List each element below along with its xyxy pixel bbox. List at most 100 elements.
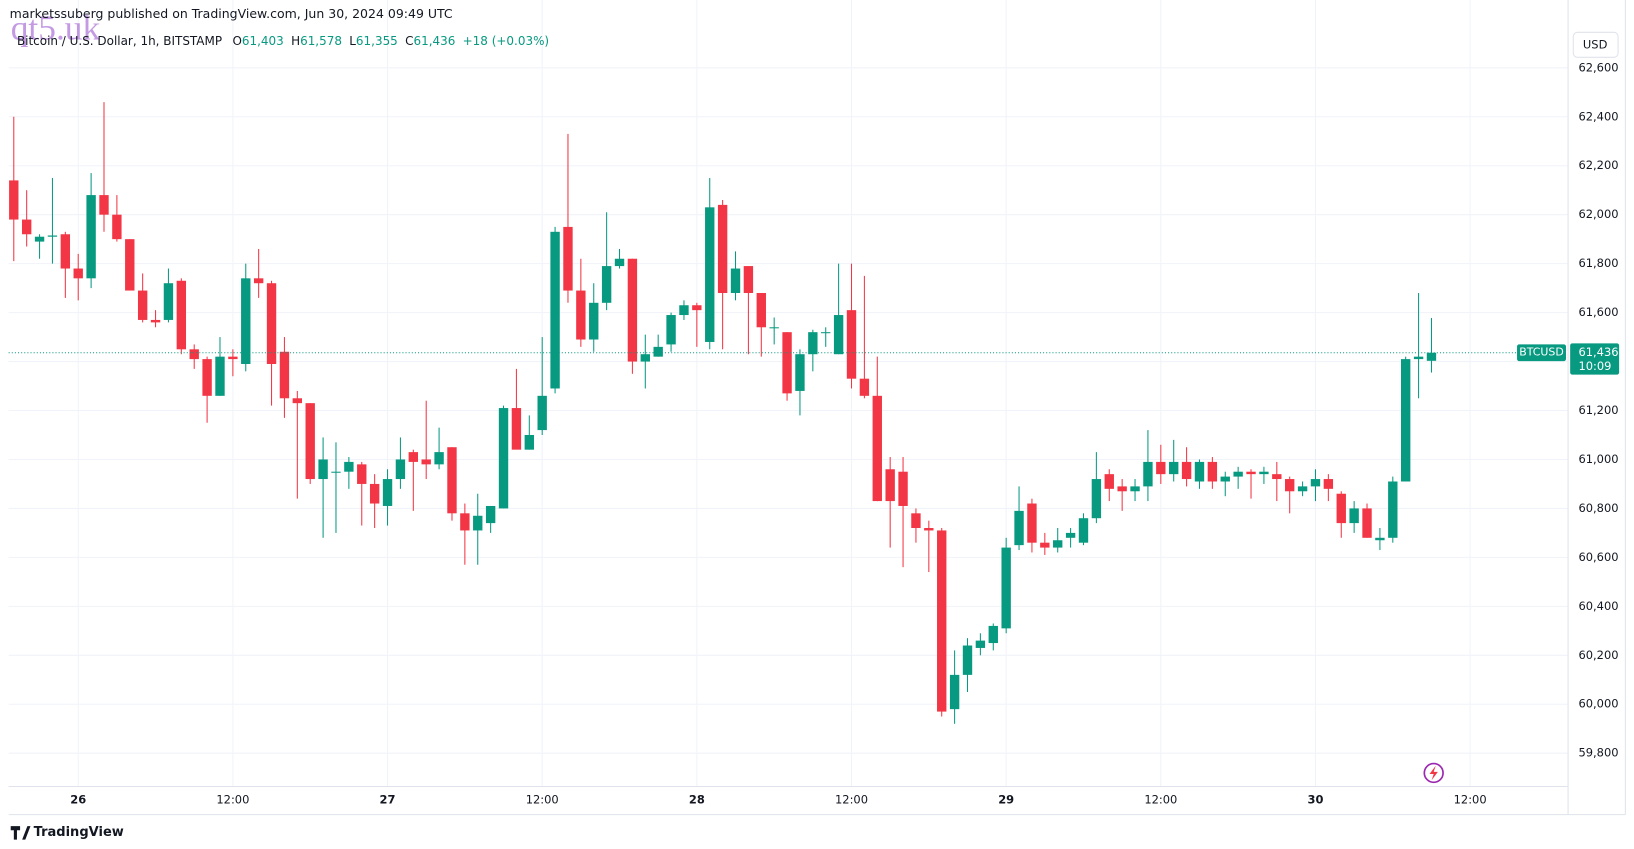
candle-body <box>537 395 547 431</box>
candle-body <box>498 408 509 509</box>
candle-body <box>9 180 19 220</box>
candle-body <box>318 459 328 480</box>
price-tag-label: 61,436 <box>1578 345 1618 359</box>
x-tick-label: 12:00 <box>1144 793 1177 807</box>
ohlc-key: C <box>405 34 413 48</box>
ohlc-value: 61,355 <box>356 34 398 48</box>
currency-label[interactable]: USD <box>1583 37 1608 51</box>
icon-ring <box>1423 762 1444 784</box>
candle-body <box>1065 532 1076 538</box>
y-tick-label: 59,800 <box>1578 746 1618 760</box>
x-tick-label: 29 <box>998 793 1014 807</box>
candle-body <box>1233 471 1243 477</box>
candle-body <box>485 505 496 524</box>
candle-body <box>1297 486 1308 492</box>
candle-body <box>1207 461 1218 482</box>
ohlc-key: H <box>291 34 300 48</box>
watermark: qt5.uk <box>11 7 101 47</box>
candle-body <box>1375 537 1385 541</box>
candle-body <box>473 515 483 531</box>
candle-body <box>1259 471 1269 475</box>
candle-body <box>524 434 534 450</box>
x-tick-label: 27 <box>380 793 396 807</box>
candle-body <box>1349 508 1359 524</box>
candle-body <box>241 278 251 364</box>
candle-body <box>421 459 431 465</box>
y-tick-label: 60,600 <box>1578 550 1618 564</box>
candle-body <box>756 293 766 328</box>
candle-body <box>1040 542 1050 548</box>
x-tick-label: 12:00 <box>1454 793 1487 807</box>
symbol-tag <box>1517 344 1566 362</box>
candle-body <box>266 283 277 364</box>
candle-body <box>99 195 109 215</box>
candles <box>9 102 1437 724</box>
grid <box>8 0 1569 787</box>
candle-body <box>705 207 715 342</box>
candle-body <box>47 235 58 237</box>
candle-body <box>1285 479 1295 492</box>
candle-body <box>1362 508 1372 538</box>
candle-body <box>1388 481 1398 538</box>
candle-body <box>1336 493 1346 524</box>
y-tick-label: 61,600 <box>1578 305 1618 319</box>
candle-body <box>1156 461 1166 475</box>
candle-body <box>550 231 560 389</box>
candle-body <box>1246 471 1256 475</box>
candle-body <box>357 464 367 484</box>
candle-body <box>988 625 998 644</box>
candle-body <box>833 315 844 355</box>
brand-name: TradingView <box>34 825 124 840</box>
candle-body <box>137 290 148 320</box>
y-tick-label: 60,400 <box>1578 599 1618 613</box>
x-tick-label: 12:00 <box>526 793 559 807</box>
symbol-tag-label: BTCUSD <box>1519 346 1564 359</box>
candle-body <box>872 395 882 502</box>
y-tick-label: 61,800 <box>1578 256 1618 270</box>
ohlc-value: 61,578 <box>300 34 342 48</box>
candle-body <box>460 513 470 531</box>
candle-body <box>434 452 444 465</box>
currency-button[interactable] <box>1572 31 1619 58</box>
candle-body <box>730 268 741 294</box>
candle-body <box>717 204 728 294</box>
candle-body <box>1426 352 1437 361</box>
candle-body <box>1143 461 1153 487</box>
candle-body <box>937 530 947 712</box>
candle-body <box>1323 479 1334 489</box>
candle-body <box>1220 476 1230 482</box>
y-tick-label: 60,800 <box>1578 501 1618 515</box>
x-tick-label: 12:00 <box>835 793 868 807</box>
x-tick-label: 26 <box>70 793 86 807</box>
symbol-title: Bitcoin / U.S. Dollar, 1h, BITSTAMP <box>17 34 222 48</box>
candle-body <box>369 483 380 504</box>
candle-body <box>447 447 457 514</box>
candle-body <box>331 471 341 473</box>
candle-body <box>808 332 818 355</box>
candle-body <box>1027 503 1037 543</box>
candle-body <box>86 195 96 279</box>
candle-body <box>408 452 418 462</box>
candle-body <box>1194 461 1205 482</box>
y-tick-label: 61,000 <box>1578 452 1618 466</box>
candle-body <box>292 398 303 404</box>
candle-body <box>589 302 599 340</box>
ohlc-key: L <box>349 34 356 48</box>
candle-body <box>73 268 83 279</box>
candle-body <box>163 283 174 320</box>
price-tag <box>1570 343 1620 375</box>
candle-body <box>601 266 612 303</box>
candle-body <box>692 305 702 311</box>
y-tick-label: 62,200 <box>1578 158 1618 172</box>
candle-body <box>666 315 676 345</box>
candle-body <box>640 354 650 362</box>
candle-body <box>743 266 754 294</box>
candle-body <box>949 674 960 710</box>
candle-body <box>1130 486 1140 492</box>
ohlc-change: +18 (+0.03%) <box>463 34 549 48</box>
candle-body <box>627 258 638 362</box>
candle-body <box>60 234 71 269</box>
